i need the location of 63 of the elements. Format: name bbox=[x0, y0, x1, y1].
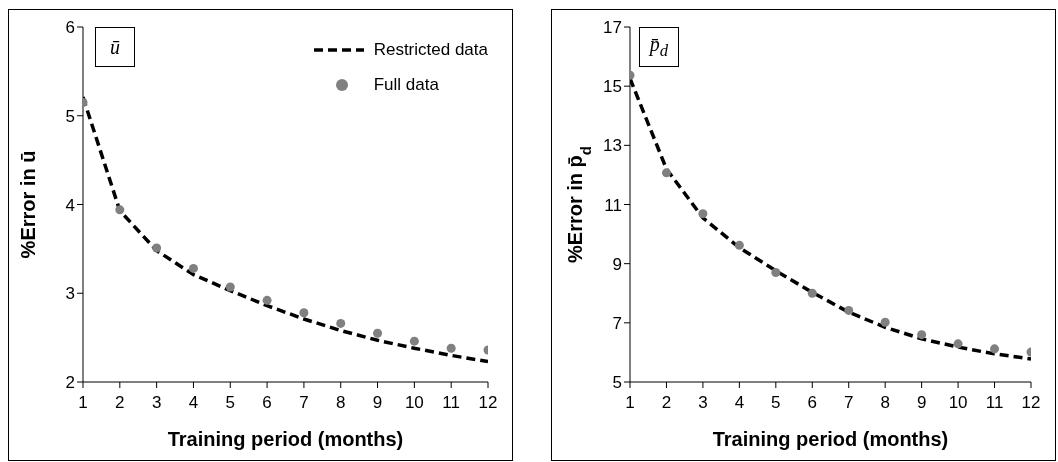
x-tick-label: 2 bbox=[115, 393, 125, 413]
point bbox=[115, 205, 125, 215]
x-tick-label: 6 bbox=[807, 393, 818, 413]
point bbox=[188, 263, 198, 273]
y-tick-label: 15 bbox=[603, 77, 622, 97]
y-axis-title: %Error in ū bbox=[17, 150, 39, 259]
x-axis-title: Training period (months) bbox=[167, 428, 404, 450]
x-tick-label: 1 bbox=[625, 393, 635, 413]
y-tick-label: 6 bbox=[65, 18, 75, 38]
x-tick-label: 9 bbox=[916, 393, 927, 413]
x-tick-label: 10 bbox=[404, 393, 424, 413]
y-tick-label: 17 bbox=[603, 18, 622, 38]
point bbox=[299, 308, 309, 318]
y-tick-label: 11 bbox=[604, 195, 622, 215]
annotation: ū bbox=[110, 35, 120, 59]
point bbox=[844, 305, 854, 315]
legend-label: Restricted data bbox=[373, 39, 488, 60]
x-tick-label: 2 bbox=[661, 393, 672, 413]
x-tick-label: 12 bbox=[478, 393, 498, 413]
y-tick-label: 2 bbox=[65, 373, 75, 393]
y-tick-label: 4 bbox=[65, 195, 75, 215]
point bbox=[698, 209, 708, 219]
point bbox=[990, 344, 1000, 354]
x-tick-label: 4 bbox=[188, 393, 199, 413]
point bbox=[336, 318, 346, 328]
y-tick-label: 5 bbox=[65, 106, 75, 126]
y-tick-label: 9 bbox=[612, 254, 622, 274]
x-tick-label: 3 bbox=[698, 393, 708, 413]
annotation: p̄$_{d}$ bbox=[649, 33, 669, 61]
y-tick-label: 7 bbox=[612, 313, 622, 333]
point bbox=[409, 336, 419, 346]
x-tick-label: 4 bbox=[734, 393, 745, 413]
x-tick-label: 6 bbox=[262, 393, 272, 413]
y-tick-label: 5 bbox=[612, 373, 622, 393]
x-tick-label: 9 bbox=[372, 393, 383, 413]
point bbox=[262, 295, 272, 305]
x-axis-title: Training period (months) bbox=[712, 428, 949, 450]
x-tick-label: 5 bbox=[771, 393, 781, 413]
point bbox=[446, 343, 456, 353]
x-tick-label: 8 bbox=[880, 393, 890, 413]
x-tick-label: 12 bbox=[1021, 393, 1041, 413]
point bbox=[880, 317, 890, 327]
point bbox=[152, 243, 162, 253]
x-tick-label: 5 bbox=[225, 393, 236, 413]
legend-label: Full data bbox=[373, 74, 439, 95]
point bbox=[953, 339, 963, 349]
y-tick-label: 13 bbox=[603, 136, 622, 156]
x-tick-label: 10 bbox=[948, 393, 968, 413]
x-tick-label: 11 bbox=[442, 393, 461, 413]
x-tick-label: 11 bbox=[985, 393, 1004, 413]
x-tick-label: 3 bbox=[151, 393, 162, 413]
point bbox=[771, 268, 781, 278]
point bbox=[373, 328, 383, 338]
x-tick-label: 1 bbox=[78, 393, 88, 413]
x-tick-label: 7 bbox=[299, 393, 309, 413]
point bbox=[807, 288, 817, 298]
point bbox=[734, 240, 744, 250]
y-tick-label: 3 bbox=[65, 284, 75, 304]
x-tick-label: 8 bbox=[335, 393, 346, 413]
point bbox=[917, 330, 927, 340]
x-tick-label: 7 bbox=[843, 393, 854, 413]
point bbox=[225, 282, 235, 292]
point bbox=[661, 168, 671, 178]
